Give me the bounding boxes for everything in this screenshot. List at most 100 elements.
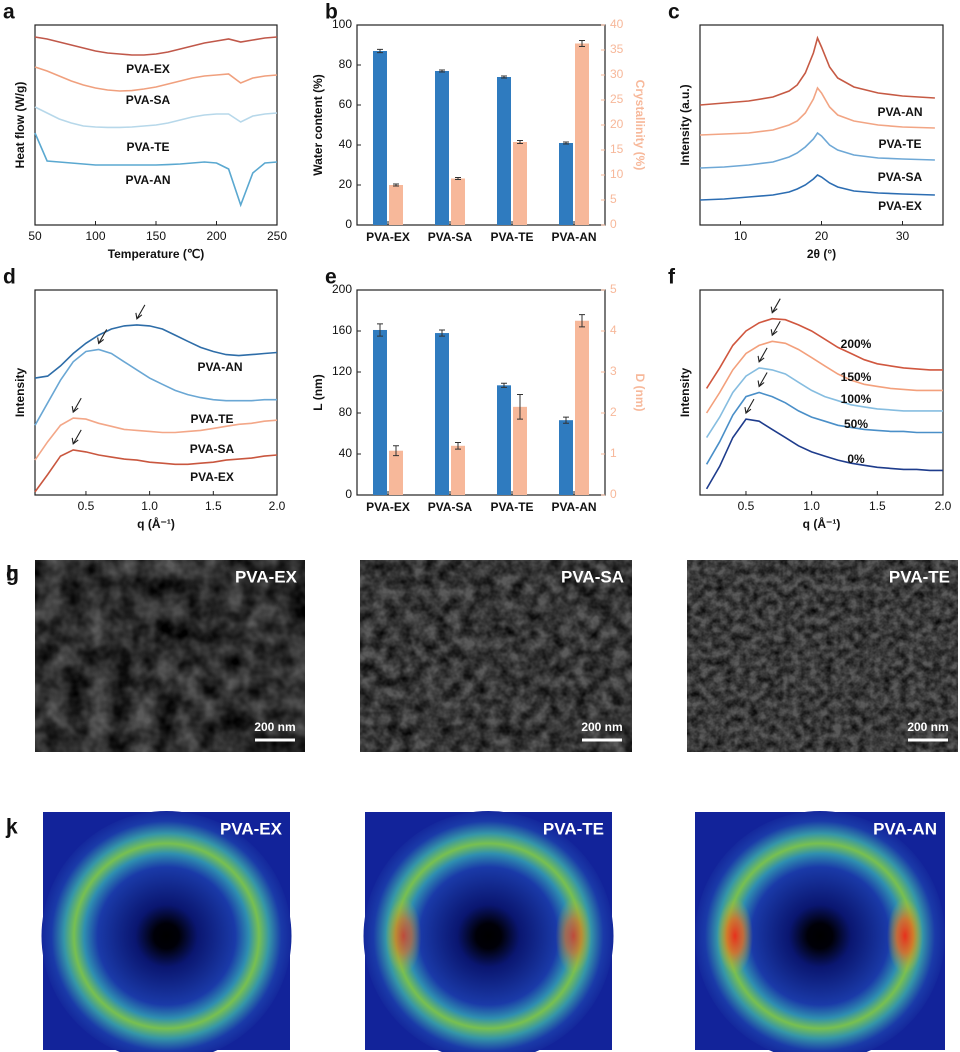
error-bar: [393, 183, 399, 187]
y-tick-label: 40: [339, 446, 353, 460]
x-axis-label: 2θ (°): [807, 247, 836, 261]
curve: [34, 66, 278, 92]
series-label: 100%: [841, 392, 872, 406]
x-tick-label: 0.5: [738, 499, 755, 513]
plot-frame: [356, 289, 606, 496]
peak-arrow: [770, 298, 781, 314]
y-tick-label: 40: [339, 137, 353, 151]
series-label: PVA-AN: [877, 105, 922, 119]
peak-arrow: [757, 372, 768, 388]
peak-arrow: [135, 304, 146, 320]
series-label: PVA-SA: [126, 93, 171, 107]
peak-arrow: [770, 320, 781, 337]
curve: [699, 174, 935, 201]
error-bar: [455, 177, 461, 180]
error-bar: [439, 329, 445, 337]
x-tick-label: 50: [28, 229, 42, 243]
error-bar: [563, 416, 569, 424]
curve: [705, 391, 943, 465]
scale-bar-label: 200 nm: [254, 720, 295, 734]
x-tick-label: 30: [896, 229, 910, 243]
series-label: 50%: [844, 417, 868, 431]
peak-arrow: [744, 398, 755, 415]
y2-tick-label: 3: [610, 364, 617, 378]
y2-axis-label: Crystallinity (%): [633, 80, 647, 171]
panel-label: g: [6, 563, 19, 586]
curve: [705, 317, 943, 389]
saxs-hotspot: [555, 898, 592, 974]
series-label: PVA-TE: [126, 140, 169, 154]
x-tick-label: PVA-SA: [428, 500, 473, 514]
series-label: PVA-TE: [190, 412, 233, 426]
image-title: PVA-EX: [235, 567, 298, 586]
y2-tick-label: 10: [610, 167, 624, 181]
series-label: PVA-SA: [190, 442, 235, 456]
peak-arrow: [97, 329, 108, 345]
x-tick-label: 1.5: [205, 499, 222, 513]
x-tick-label: PVA-EX: [366, 230, 410, 244]
error-bar: [377, 48, 383, 54]
x-tick-label: 20: [815, 229, 829, 243]
series-label: PVA-AN: [197, 360, 242, 374]
panel-label: a: [3, 1, 15, 24]
y2-tick-label: 2: [610, 405, 617, 419]
curve: [34, 36, 278, 56]
y-axis-label: Intensity: [678, 368, 692, 418]
x-tick-label: PVA-AN: [551, 500, 596, 514]
y-axis-label: Heat flow (W/g): [13, 82, 27, 169]
y2-tick-label: 35: [610, 42, 624, 56]
panel-label: c: [668, 1, 680, 24]
y-tick-label: 80: [339, 57, 353, 71]
saxs-ring: [363, 811, 614, 1052]
x-tick-label: PVA-SA: [428, 230, 473, 244]
y2-tick-label: 4: [610, 323, 617, 337]
error-bar: [517, 394, 523, 420]
series-label: 200%: [841, 337, 872, 351]
y-tick-label: 160: [332, 323, 352, 337]
curve: [705, 340, 943, 414]
bar: [389, 185, 403, 225]
x-tick-label: 150: [146, 229, 166, 243]
x-tick-label: 2.0: [269, 499, 286, 513]
error-bar: [501, 382, 507, 388]
x-tick-label: 250: [267, 229, 287, 243]
y2-tick-label: 15: [610, 142, 624, 156]
series-label: PVA-EX: [126, 62, 170, 76]
peak-arrow: [71, 429, 82, 445]
bar: [451, 445, 465, 495]
error-bar: [393, 445, 399, 457]
error-bar: [579, 40, 585, 47]
panel-label: h: [6, 563, 19, 586]
curve: [34, 449, 278, 493]
bar: [575, 320, 589, 495]
plot-frame: [34, 289, 278, 496]
bar: [373, 329, 387, 495]
saxs-hotspot: [717, 898, 753, 974]
y2-tick-label: 5: [610, 282, 617, 296]
x-axis-label: q (Å⁻¹): [137, 516, 175, 531]
x-tick-label: PVA-TE: [490, 230, 533, 244]
y-axis-label: Water content (%): [311, 74, 325, 176]
y-tick-label: 80: [339, 405, 353, 419]
plot-frame: [699, 289, 944, 496]
bar: [513, 406, 527, 495]
x-tick-label: 1.0: [141, 499, 158, 513]
y2-tick-label: 30: [610, 67, 624, 81]
series-label: PVA-SA: [878, 170, 923, 184]
error-bar: [579, 314, 585, 328]
series-label: PVA-EX: [878, 199, 922, 213]
y-axis-label: Intensity: [13, 368, 27, 418]
image-title: PVA-EX: [220, 819, 283, 838]
y-tick-label: 120: [332, 364, 352, 378]
bar: [435, 71, 449, 225]
series-label: 150%: [841, 370, 872, 384]
x-tick-label: 1.5: [869, 499, 886, 513]
bar: [451, 178, 465, 225]
image-title: PVA-AN: [873, 819, 937, 838]
scale-bar-label: 200 nm: [581, 720, 622, 734]
image-title: PVA-TE: [889, 567, 950, 586]
bar: [559, 420, 573, 495]
y-tick-label: 60: [339, 97, 353, 111]
bar: [497, 77, 511, 225]
x-tick-label: 10: [734, 229, 748, 243]
